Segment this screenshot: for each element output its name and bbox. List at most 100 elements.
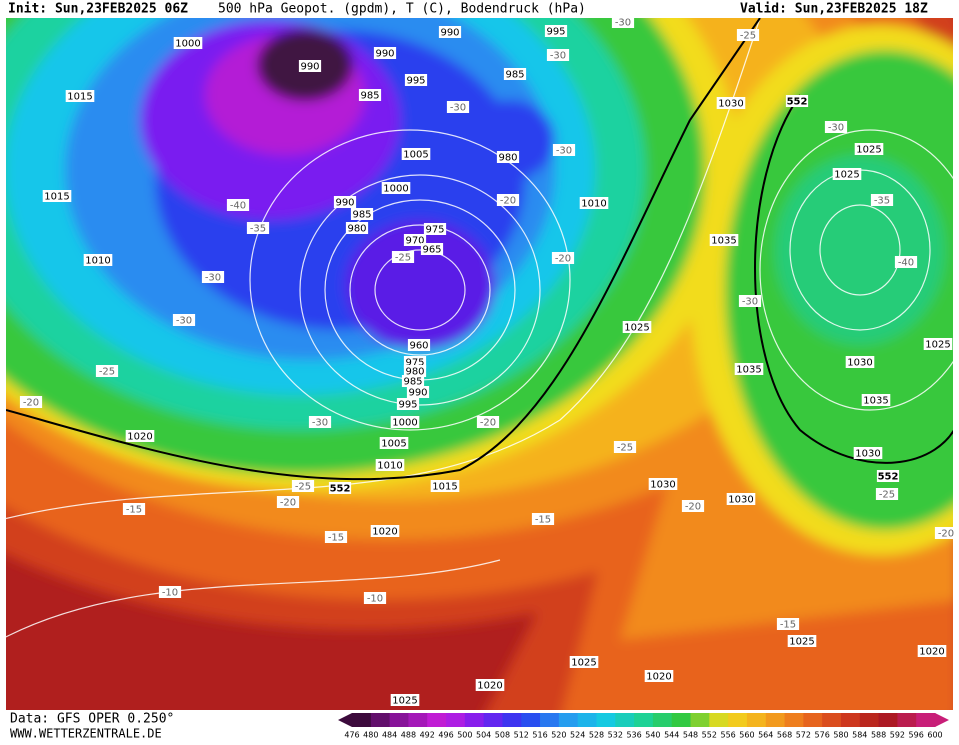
temperature-label-box — [531, 513, 555, 525]
isobar-label-box — [787, 635, 817, 647]
isobar-label-box — [648, 478, 678, 490]
isobar-label: 985 — [505, 70, 524, 81]
colorbar-label: 552 — [702, 731, 717, 740]
isobar-label: 1015 — [67, 92, 92, 103]
isobar-label: 1030 — [728, 495, 753, 506]
temperature-label-box — [308, 416, 332, 428]
isobar-label-box — [375, 459, 405, 471]
colorbar-label: 500 — [457, 731, 472, 740]
temperature-label: -20 — [938, 529, 954, 540]
isobar-label-box — [333, 196, 357, 208]
geopotential-label: 552 — [787, 97, 808, 108]
isobar-label: 1020 — [477, 681, 502, 692]
colorbar-label: 488 — [401, 731, 416, 740]
colorbar-swatch — [878, 713, 898, 727]
isobar-label: 1005 — [403, 150, 428, 161]
isobar-label: 1020 — [372, 527, 397, 538]
temperature-label-box — [681, 500, 705, 512]
colorbar-swatch — [652, 713, 673, 727]
colorbar-swatch — [615, 713, 635, 727]
isobar-label: 975 — [405, 358, 424, 369]
temperature-label-box — [391, 251, 415, 263]
colorbar-swatch — [389, 713, 409, 727]
temperature-label: -15 — [328, 533, 344, 544]
isobar-label-box — [404, 74, 428, 86]
isobar-label: 995 — [546, 27, 565, 38]
isobar-label: 1025 — [834, 170, 859, 181]
isobar-label-box — [832, 168, 862, 180]
isobar-label-box — [475, 679, 505, 691]
isobar-label: 985 — [360, 91, 379, 102]
isobar-label: 975 — [425, 225, 444, 236]
temperature-label: -15 — [126, 505, 142, 516]
isobar-label: 990 — [335, 198, 354, 209]
geopotential-label: 552 — [878, 472, 899, 483]
temperature-label-box — [246, 222, 270, 234]
isobar-label: 1030 — [855, 449, 880, 460]
colorbar-label: 484 — [382, 731, 397, 740]
isobar-label: 1025 — [925, 340, 950, 351]
isobar-label-box — [396, 398, 420, 410]
isobar-label: 995 — [406, 76, 425, 87]
temperature-label-box — [324, 531, 348, 543]
isobar-label: 1020 — [646, 672, 671, 683]
temperature-label-box — [611, 16, 635, 28]
isobar-label-box — [438, 26, 462, 38]
map-title: 500 hPa Geopot. (gpdm), T (C), Bodendruc… — [218, 2, 586, 17]
isobar-label: 1010 — [581, 199, 606, 210]
colorbar-swatch — [483, 713, 503, 727]
isobar-label-box — [423, 223, 447, 235]
isobar-label: 970 — [405, 236, 424, 247]
temperature-label-box — [613, 441, 637, 453]
temperature-label: -30 — [312, 418, 328, 429]
temperature-label: -15 — [780, 620, 796, 631]
geopotential-label: 552 — [330, 484, 351, 495]
colorbar-label: 568 — [777, 731, 792, 740]
geopotential-label-box — [785, 95, 809, 107]
temperature-label-box — [95, 365, 119, 377]
temperature-label-box — [894, 256, 918, 268]
isobar-label-box — [861, 394, 891, 406]
colorbar-arrow — [935, 713, 949, 727]
colorbar-swatch — [464, 713, 485, 727]
colorbar-label: 508 — [495, 731, 510, 740]
temperature-label-box — [276, 496, 300, 508]
colorbar-swatch — [822, 713, 842, 727]
temperature-label: -20 — [480, 418, 496, 429]
colorbar-label: 528 — [589, 731, 604, 740]
temperature-label: -20 — [500, 196, 516, 207]
temperature-label: -25 — [395, 253, 411, 264]
colorbar-label: 504 — [476, 731, 491, 740]
isobar-label-box — [379, 437, 409, 449]
isobar-label: 995 — [398, 400, 417, 411]
isobar-label: 965 — [422, 245, 441, 256]
colorbar-swatch — [577, 713, 597, 727]
isobar-label: 985 — [352, 210, 371, 221]
geopotential-label-box — [328, 482, 352, 494]
temperature-label: -35 — [874, 196, 890, 207]
colorbar-label: 580 — [833, 731, 848, 740]
colorbar-swatch — [502, 713, 522, 727]
colorbar-label: 556 — [720, 731, 735, 740]
temperature-label: -30 — [742, 297, 758, 308]
temperature-label: -25 — [295, 482, 311, 493]
isobar-label-box — [345, 222, 369, 234]
isobar-label-box — [125, 430, 155, 442]
data-source: Data: GFS OPER 0.250° — [10, 712, 174, 727]
isobar-label: 1010 — [85, 256, 110, 267]
temperature-label: -30 — [205, 273, 221, 284]
colorbar-label: 596 — [909, 731, 924, 740]
isobar-label-box — [401, 148, 431, 160]
colorbar-label: 588 — [871, 731, 886, 740]
isobar-label: 1010 — [377, 461, 402, 472]
temperature-label: -20 — [280, 498, 296, 509]
temperature-label-box — [870, 194, 894, 206]
isobar-label: 1035 — [863, 396, 888, 407]
colorbar-swatch — [709, 713, 729, 727]
colorbar-swatch — [765, 713, 786, 727]
colorbar-swatch — [728, 713, 748, 727]
temperature-label: -40 — [230, 201, 246, 212]
colorbar-swatch — [596, 713, 616, 727]
